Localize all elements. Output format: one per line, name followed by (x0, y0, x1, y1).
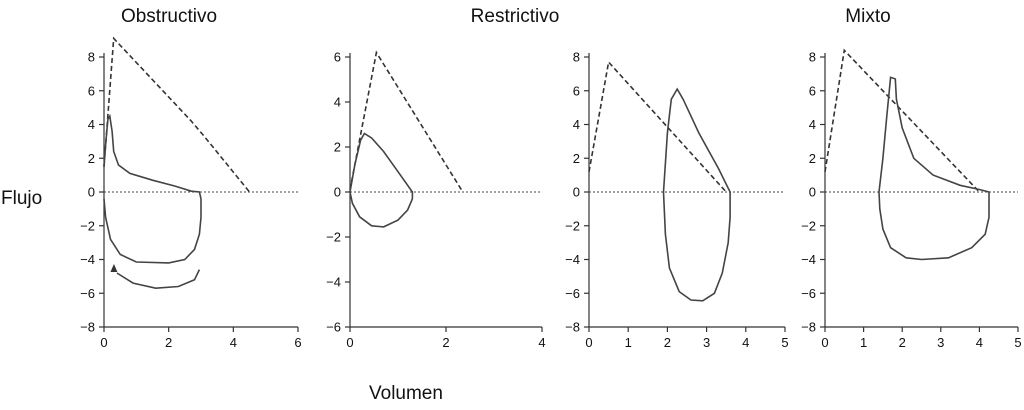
y-tick-label: 8 (809, 50, 816, 65)
cough-curve (116, 269, 201, 290)
reference-curve (824, 48, 980, 193)
y-tick-label: −6 (80, 286, 95, 301)
reference-curve (349, 50, 464, 193)
y-tick-label: 4 (809, 117, 816, 132)
y-tick-label: 4 (573, 117, 580, 132)
y-tick-label: 4 (334, 95, 341, 110)
reference-curve (103, 36, 251, 193)
y-tick-label: −2 (326, 230, 341, 245)
y-tick-label: 6 (334, 50, 341, 65)
y-tick-label: 6 (88, 83, 95, 98)
reference-curve (588, 60, 727, 193)
y-tick-label: −4 (80, 252, 95, 267)
y-tick-label: 0 (809, 185, 816, 200)
chart-panel-3: −8 −6 −4 −2 0 2 4 6 8 0 1 2 3 4 5 (565, 50, 788, 351)
x-tick-label: 4 (230, 335, 237, 350)
x-tick-label: 0 (821, 335, 828, 350)
y-tick-label: −6 (565, 286, 580, 301)
x-tick-label: 2 (899, 335, 906, 350)
flow-volume-loop (103, 113, 202, 264)
flow-volume-loop (878, 76, 990, 261)
y-tick-label: −4 (801, 252, 816, 267)
x-tick-label: 0 (585, 335, 592, 350)
y-tick-label: −2 (80, 218, 95, 233)
x-tick-label: 3 (703, 335, 710, 350)
y-tick-label: −8 (80, 320, 95, 335)
y-tick-label: −2 (565, 218, 580, 233)
x-tick-label: 4 (538, 335, 545, 350)
x-tick-label: 2 (442, 335, 449, 350)
flow-volume-loop (349, 132, 414, 228)
panel-title: Restrictivo (471, 6, 560, 27)
arrow-icon (110, 264, 118, 272)
flow-volume-loop (662, 87, 731, 302)
panel-title: Obstructivo (121, 6, 217, 27)
y-tick-label: 0 (88, 185, 95, 200)
y-tick-label: −8 (565, 320, 580, 335)
chart-panel-2: Restrictivo −6 −4 −2 0 2 4 6 0 2 4 (326, 6, 559, 350)
x-tick-label: 6 (294, 335, 301, 350)
y-tick-label: −4 (565, 252, 580, 267)
chart-panels: Obstructivo −8 −6 −4 −2 0 2 4 6 8 0 2 4 6 Restrictivo −… (80, 6, 1021, 350)
y-tick-label: 2 (88, 151, 95, 166)
y-tick-label: 2 (809, 151, 816, 166)
y-axis-label: Flujo (1, 188, 42, 209)
y-tick-label: 0 (334, 185, 341, 200)
y-tick-label: −6 (326, 320, 341, 335)
x-tick-label: 1 (860, 335, 867, 350)
y-tick-label: 6 (573, 83, 580, 98)
x-tick-label: 2 (165, 335, 172, 350)
x-tick-label: 4 (742, 335, 749, 350)
x-tick-label: 5 (781, 335, 788, 350)
y-tick-label: 2 (334, 140, 341, 155)
y-tick-label: 8 (573, 50, 580, 65)
x-tick-label: 1 (625, 335, 632, 350)
y-tick-label: −6 (801, 286, 816, 301)
x-tick-label: 2 (664, 335, 671, 350)
y-tick-label: 0 (573, 185, 580, 200)
x-tick-label: 0 (346, 335, 353, 350)
y-tick-label: 8 (88, 50, 95, 65)
y-tick-label: −8 (801, 320, 816, 335)
y-tick-label: −2 (801, 218, 816, 233)
y-tick-label: 2 (573, 151, 580, 166)
y-tick-label: −4 (326, 275, 341, 290)
x-axis-label: Volumen (369, 383, 443, 404)
x-tick-label: 4 (976, 335, 983, 350)
chart-panel-1: Obstructivo −8 −6 −4 −2 0 2 4 6 8 0 2 4 6 (80, 6, 301, 350)
panel-title: Mixto (845, 6, 890, 27)
y-tick-label: 4 (88, 117, 95, 132)
x-tick-label: 3 (937, 335, 944, 350)
y-tick-label: 6 (809, 83, 816, 98)
x-tick-label: 5 (1014, 335, 1021, 350)
chart-panel-4: Mixto −8 −6 −4 −2 0 2 4 6 8 0 1 2 3 4 5 (801, 6, 1021, 350)
x-tick-label: 0 (100, 335, 107, 350)
